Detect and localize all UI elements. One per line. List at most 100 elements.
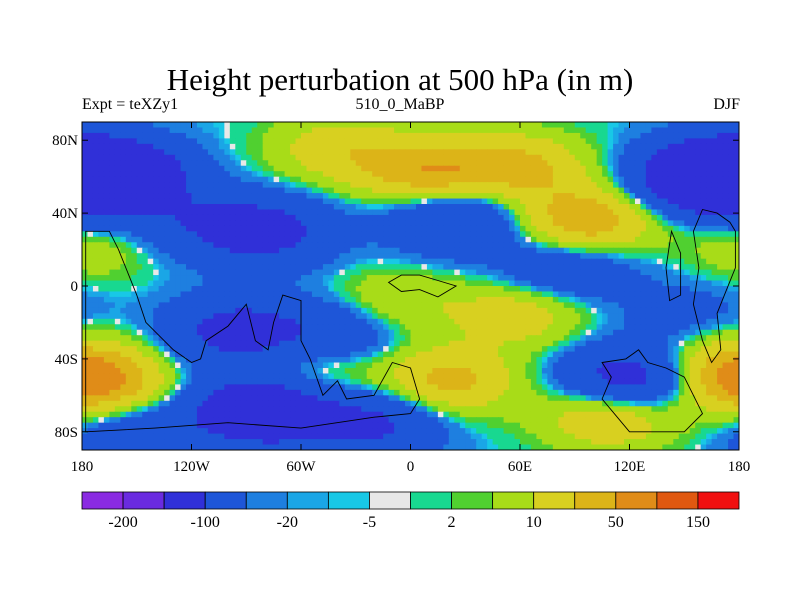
field-cell xyxy=(229,236,236,243)
field-cell xyxy=(235,198,242,205)
field-cell xyxy=(82,280,89,287)
field-cell xyxy=(492,247,499,254)
field-cell xyxy=(153,313,160,320)
field-cell xyxy=(175,138,182,145)
field-cell xyxy=(317,165,324,172)
field-cell xyxy=(103,176,110,183)
field-cell xyxy=(394,209,401,216)
field-cell xyxy=(301,198,308,205)
field-cell xyxy=(328,132,335,139)
field-cell xyxy=(218,149,225,156)
field-cell xyxy=(273,307,280,314)
field-cell xyxy=(333,269,340,276)
field-cell xyxy=(399,313,406,320)
field-cell xyxy=(366,132,373,139)
field-cell xyxy=(448,154,455,161)
field-cell xyxy=(492,165,499,172)
field-cell xyxy=(426,291,433,298)
field-cell xyxy=(503,171,510,178)
field-cell xyxy=(284,291,291,298)
field-cell xyxy=(673,138,680,145)
field-cell xyxy=(279,247,286,254)
field-cell xyxy=(142,231,149,238)
field-cell xyxy=(509,258,516,265)
field-cell xyxy=(520,247,527,254)
field-cell xyxy=(689,286,696,293)
field-cell xyxy=(443,132,450,139)
field-cell xyxy=(372,318,379,325)
field-cell xyxy=(273,247,280,254)
field-cell xyxy=(344,280,351,287)
field-cell xyxy=(547,138,554,145)
field-cell xyxy=(366,122,373,129)
field-cell xyxy=(388,258,395,265)
field-cell xyxy=(153,176,160,183)
field-cell xyxy=(301,280,308,287)
field-cell xyxy=(164,209,171,216)
field-cell xyxy=(728,138,735,145)
field-cell xyxy=(114,280,121,287)
field-cell xyxy=(552,329,559,336)
field-cell xyxy=(240,247,247,254)
field-cell xyxy=(191,220,198,227)
field-cell xyxy=(218,286,225,293)
field-cell xyxy=(624,187,631,194)
field-cell xyxy=(421,236,428,243)
field-cell xyxy=(147,346,154,353)
field-cell xyxy=(82,138,89,145)
field-cell xyxy=(186,236,193,243)
field-cell xyxy=(678,198,685,205)
field-cell xyxy=(339,242,346,249)
field-cell xyxy=(279,275,286,282)
field-cell xyxy=(355,318,362,325)
field-cell xyxy=(196,286,204,293)
field-cell xyxy=(492,258,499,265)
field-cell xyxy=(530,154,538,161)
field-cell xyxy=(284,171,291,178)
field-cell xyxy=(695,247,702,254)
field-cell xyxy=(733,236,739,243)
field-cell xyxy=(640,307,647,314)
field-cell xyxy=(246,258,253,265)
field-cell xyxy=(503,264,510,271)
field-cell xyxy=(722,280,729,287)
field-cell xyxy=(722,187,729,194)
field-cell xyxy=(191,324,198,331)
field-cell xyxy=(224,258,231,265)
field-cell xyxy=(574,127,581,134)
field-cell xyxy=(634,253,642,260)
field-cell xyxy=(607,165,614,172)
field-cell xyxy=(125,198,132,205)
field-cell xyxy=(87,214,94,221)
field-cell xyxy=(405,247,412,254)
field-cell xyxy=(563,313,570,320)
field-cell xyxy=(87,346,94,353)
field-cell xyxy=(180,286,187,293)
field-cell xyxy=(383,193,390,200)
field-cell xyxy=(448,291,455,298)
field-cell xyxy=(169,236,176,243)
field-cell xyxy=(394,313,401,320)
field-cell xyxy=(596,269,603,276)
field-cell xyxy=(92,253,100,260)
field-cell xyxy=(689,329,696,336)
field-cell xyxy=(640,214,647,221)
field-cell xyxy=(290,182,297,189)
field-cell xyxy=(618,132,625,139)
field-cell xyxy=(426,187,433,194)
field-cell xyxy=(722,264,729,271)
field-cell xyxy=(465,149,472,156)
field-cell xyxy=(432,209,439,216)
field-cell xyxy=(202,286,209,293)
field-cell xyxy=(536,291,543,298)
field-cell xyxy=(651,160,658,167)
field-cell xyxy=(700,253,707,260)
field-cell xyxy=(492,198,499,205)
field-cell xyxy=(180,247,187,254)
field-cell xyxy=(175,275,182,282)
field-cell xyxy=(470,313,477,320)
field-cell xyxy=(503,182,510,189)
field-cell xyxy=(366,264,373,271)
field-cell xyxy=(678,143,685,150)
field-cell xyxy=(229,225,236,232)
